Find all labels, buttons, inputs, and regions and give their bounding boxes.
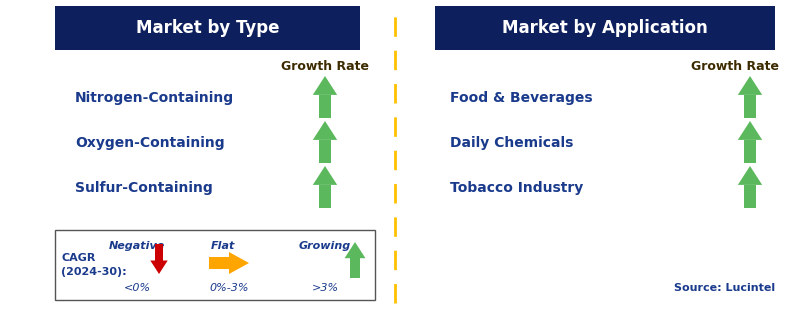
Polygon shape: [312, 121, 337, 140]
Text: Market by Type: Market by Type: [136, 19, 279, 37]
Text: <0%: <0%: [123, 283, 150, 293]
Text: Market by Application: Market by Application: [502, 19, 708, 37]
Polygon shape: [350, 258, 360, 278]
Text: Flat: Flat: [211, 241, 235, 251]
Polygon shape: [744, 140, 756, 163]
Polygon shape: [229, 252, 249, 274]
Text: Negative: Negative: [109, 241, 165, 251]
Text: Growth Rate: Growth Rate: [281, 59, 369, 73]
Text: Tobacco Industry: Tobacco Industry: [450, 181, 583, 195]
Text: CAGR
(2024-30):: CAGR (2024-30):: [61, 253, 127, 277]
Polygon shape: [738, 76, 763, 95]
FancyBboxPatch shape: [55, 230, 375, 300]
Polygon shape: [319, 95, 331, 118]
Polygon shape: [319, 140, 331, 163]
Polygon shape: [744, 95, 756, 118]
Polygon shape: [312, 166, 337, 185]
Polygon shape: [312, 76, 337, 95]
Text: Sulfur-Containing: Sulfur-Containing: [75, 181, 213, 195]
Polygon shape: [738, 166, 763, 185]
FancyBboxPatch shape: [435, 6, 775, 50]
Text: Source: Lucintel: Source: Lucintel: [674, 283, 775, 293]
Polygon shape: [738, 121, 763, 140]
Text: >3%: >3%: [312, 283, 339, 293]
Polygon shape: [155, 244, 163, 260]
Polygon shape: [345, 242, 365, 258]
FancyBboxPatch shape: [55, 6, 360, 50]
Text: 0%-3%: 0%-3%: [210, 283, 248, 293]
Text: Nitrogen-Containing: Nitrogen-Containing: [75, 91, 234, 105]
Text: Daily Chemicals: Daily Chemicals: [450, 136, 573, 150]
Polygon shape: [744, 185, 756, 208]
Text: Food & Beverages: Food & Beverages: [450, 91, 592, 105]
Text: Growth Rate: Growth Rate: [691, 59, 779, 73]
Polygon shape: [150, 260, 168, 274]
Text: Growing: Growing: [299, 241, 351, 251]
Polygon shape: [209, 257, 229, 269]
Polygon shape: [319, 185, 331, 208]
Text: Oxygen-Containing: Oxygen-Containing: [75, 136, 225, 150]
